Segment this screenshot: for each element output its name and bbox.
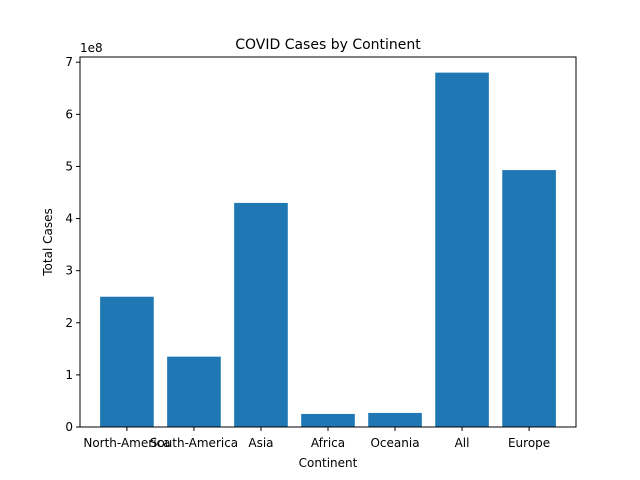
x-tick-label: Asia: [248, 436, 273, 450]
bar-north-america: [100, 296, 154, 427]
y-axis-label: Total Cases: [41, 208, 55, 276]
bar-all: [435, 72, 489, 427]
y-scale-label: 1e8: [80, 41, 103, 55]
x-tick-label: Africa: [311, 436, 345, 450]
y-axis-ticks: 0 1 2 3 4 5 6 7: [65, 55, 80, 434]
bar-asia: [234, 202, 288, 427]
x-axis-label: Continent: [299, 456, 358, 470]
bar-south-america: [167, 356, 221, 427]
bar-oceania: [368, 412, 422, 427]
y-tick-label: 3: [65, 264, 73, 278]
bar-africa: [301, 413, 355, 427]
y-tick-label: 1: [65, 368, 73, 382]
y-tick-label: 0: [65, 420, 73, 434]
plot-frame: [79, 56, 577, 428]
y-tick-label: 2: [65, 316, 73, 330]
bars-group: [100, 72, 556, 427]
y-tick-label: 7: [65, 55, 73, 69]
x-tick-label: Europe: [508, 436, 550, 450]
y-tick-label: 5: [65, 159, 73, 173]
x-tick-label: North-America: [83, 436, 170, 450]
x-tick-label: Oceania: [370, 436, 419, 450]
y-tick-label: 4: [65, 212, 73, 226]
bar-europe: [502, 170, 556, 427]
x-tick-label: All: [455, 436, 470, 450]
chart-title: COVID Cases by Continent: [235, 37, 421, 53]
x-tick-label: South-America: [150, 436, 238, 450]
y-tick-label: 6: [65, 107, 73, 121]
